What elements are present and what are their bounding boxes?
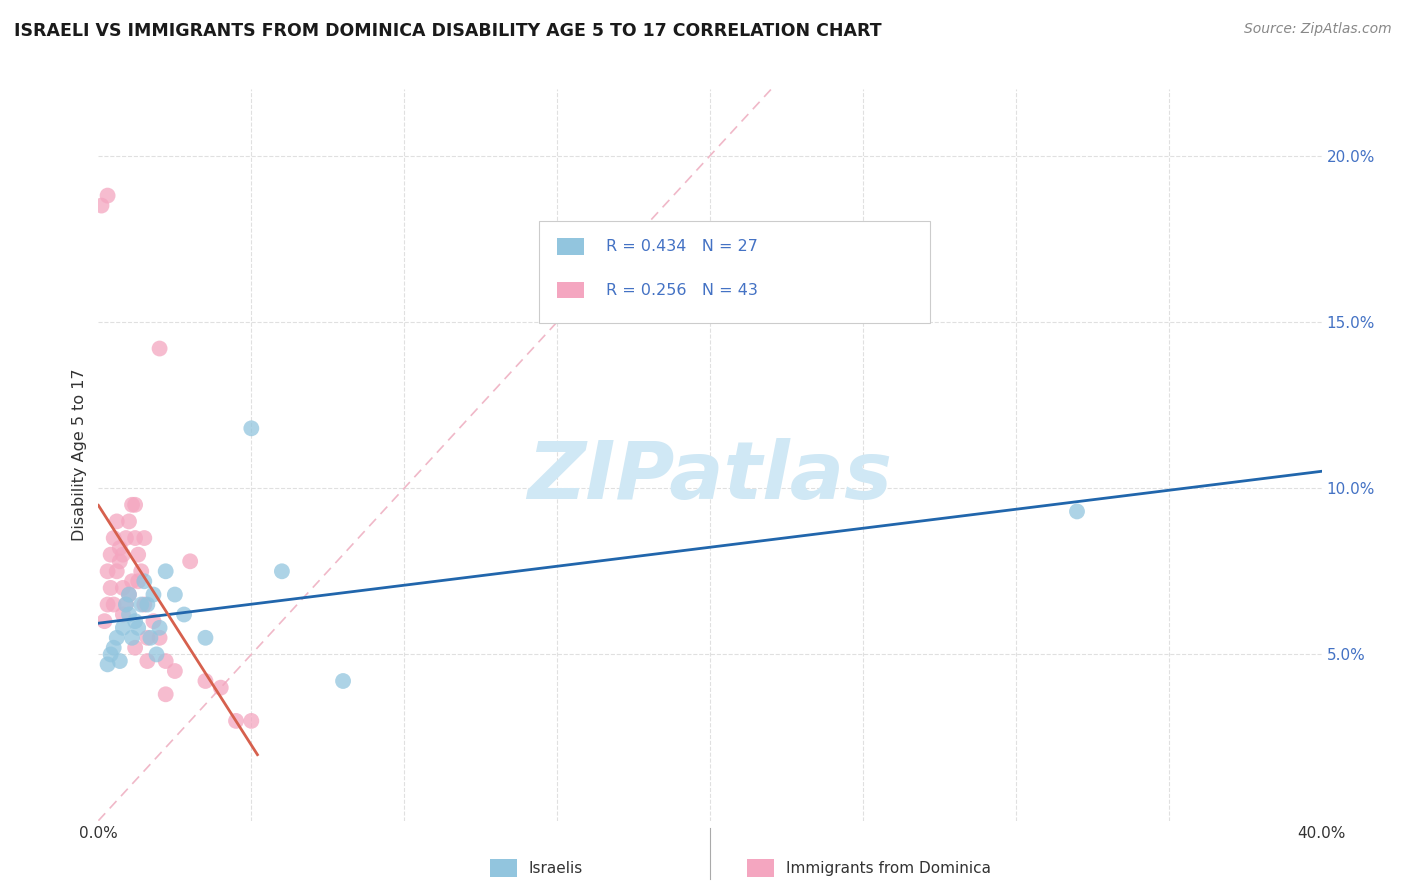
- Point: [127, 548, 149, 562]
- Point: [108, 554, 131, 568]
- Point: [115, 531, 138, 545]
- Point: [121, 498, 143, 512]
- Point: [90, 198, 112, 212]
- Point: [129, 564, 152, 578]
- Text: Israelis: Israelis: [529, 861, 583, 876]
- Text: R = 0.256   N = 43: R = 0.256 N = 43: [606, 283, 758, 298]
- Point: [105, 515, 128, 529]
- Point: [111, 581, 134, 595]
- Point: [134, 531, 156, 545]
- Point: [142, 614, 165, 628]
- Point: [173, 607, 195, 622]
- Point: [139, 631, 162, 645]
- Text: R = 0.434   N = 27: R = 0.434 N = 27: [606, 239, 758, 254]
- Point: [111, 548, 134, 562]
- Point: [105, 564, 128, 578]
- Point: [121, 631, 143, 645]
- Point: [100, 648, 122, 662]
- Point: [115, 598, 138, 612]
- Point: [209, 681, 232, 695]
- Point: [129, 598, 152, 612]
- Point: [136, 654, 159, 668]
- Point: [115, 598, 138, 612]
- Point: [111, 607, 134, 622]
- Point: [124, 640, 146, 655]
- Point: [179, 554, 201, 568]
- Point: [97, 598, 120, 612]
- Point: [136, 598, 159, 612]
- Text: ZIPatlas: ZIPatlas: [527, 438, 893, 516]
- Point: [118, 588, 141, 602]
- Text: Source: ZipAtlas.com: Source: ZipAtlas.com: [1244, 22, 1392, 37]
- Point: [149, 631, 172, 645]
- Point: [127, 574, 149, 589]
- Point: [155, 564, 177, 578]
- Point: [240, 421, 263, 435]
- Point: [155, 687, 177, 701]
- Point: [134, 574, 156, 589]
- Point: [149, 342, 172, 356]
- Point: [149, 621, 172, 635]
- Point: [97, 188, 120, 202]
- Point: [97, 564, 120, 578]
- Point: [118, 515, 141, 529]
- FancyBboxPatch shape: [557, 238, 583, 254]
- Point: [145, 648, 167, 662]
- Point: [111, 621, 134, 635]
- Point: [108, 541, 131, 555]
- Point: [103, 598, 125, 612]
- Point: [134, 598, 156, 612]
- Text: Immigrants from Dominica: Immigrants from Dominica: [786, 861, 991, 876]
- Point: [270, 564, 292, 578]
- Point: [124, 498, 146, 512]
- Text: ISRAELI VS IMMIGRANTS FROM DOMINICA DISABILITY AGE 5 TO 17 CORRELATION CHART: ISRAELI VS IMMIGRANTS FROM DOMINICA DISA…: [14, 22, 882, 40]
- Point: [93, 614, 115, 628]
- Point: [240, 714, 263, 728]
- Point: [103, 531, 125, 545]
- Point: [225, 714, 247, 728]
- Point: [124, 614, 146, 628]
- Point: [124, 531, 146, 545]
- Point: [1066, 504, 1088, 518]
- Point: [97, 657, 120, 672]
- FancyBboxPatch shape: [538, 221, 931, 323]
- Y-axis label: Disability Age 5 to 17: Disability Age 5 to 17: [72, 368, 87, 541]
- Point: [118, 607, 141, 622]
- Point: [194, 631, 217, 645]
- Point: [142, 588, 165, 602]
- Point: [100, 581, 122, 595]
- Point: [105, 631, 128, 645]
- FancyBboxPatch shape: [557, 282, 583, 299]
- Point: [100, 548, 122, 562]
- Point: [121, 574, 143, 589]
- Point: [127, 621, 149, 635]
- Point: [108, 654, 131, 668]
- Point: [103, 640, 125, 655]
- FancyBboxPatch shape: [747, 859, 773, 877]
- Point: [163, 588, 186, 602]
- Point: [155, 654, 177, 668]
- Point: [118, 588, 141, 602]
- Point: [194, 673, 217, 688]
- Point: [136, 631, 159, 645]
- Point: [163, 664, 186, 678]
- FancyBboxPatch shape: [489, 859, 517, 877]
- Point: [332, 673, 354, 688]
